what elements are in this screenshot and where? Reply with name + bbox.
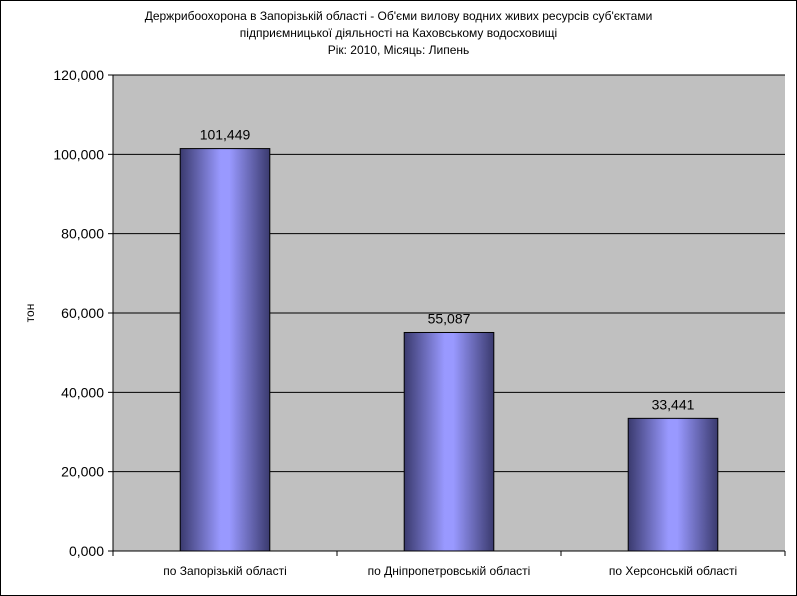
- y-tick-label: 100,000: [53, 146, 104, 162]
- y-tick-label: 120,000: [53, 67, 104, 83]
- x-tick-label: по Запорізькій області: [163, 564, 287, 578]
- y-tick-label: 40,000: [61, 384, 104, 400]
- chart-title-line-3: Рік: 2010, Місяць: Липень: [327, 43, 470, 57]
- y-tick-label: 80,000: [61, 226, 104, 242]
- bar: [179, 148, 271, 552]
- y-tick-label: 0,000: [69, 543, 104, 559]
- bar: [403, 331, 495, 552]
- labels: 0,000 20,000 40,000 60,000 80,000 100,000 120,…: [53, 67, 737, 578]
- chart-title-line-1: Держрибоохорона в Запорізькій області - …: [144, 9, 653, 23]
- data-label: 33,441: [652, 396, 695, 412]
- data-label: 55,087: [428, 310, 471, 326]
- data-label: 101,449: [200, 127, 251, 143]
- y-axis-title: тон: [23, 304, 37, 323]
- bars: [179, 148, 719, 552]
- y-tick-label: 20,000: [61, 464, 104, 480]
- x-tick-label: по Херсонській області: [609, 564, 737, 578]
- chart-title-line-2: підприємницької діяльності на Каховськом…: [239, 26, 558, 40]
- x-tick-label: по Дніпропетровській області: [368, 564, 531, 578]
- bar: [627, 417, 719, 552]
- y-tick-label: 60,000: [61, 305, 104, 321]
